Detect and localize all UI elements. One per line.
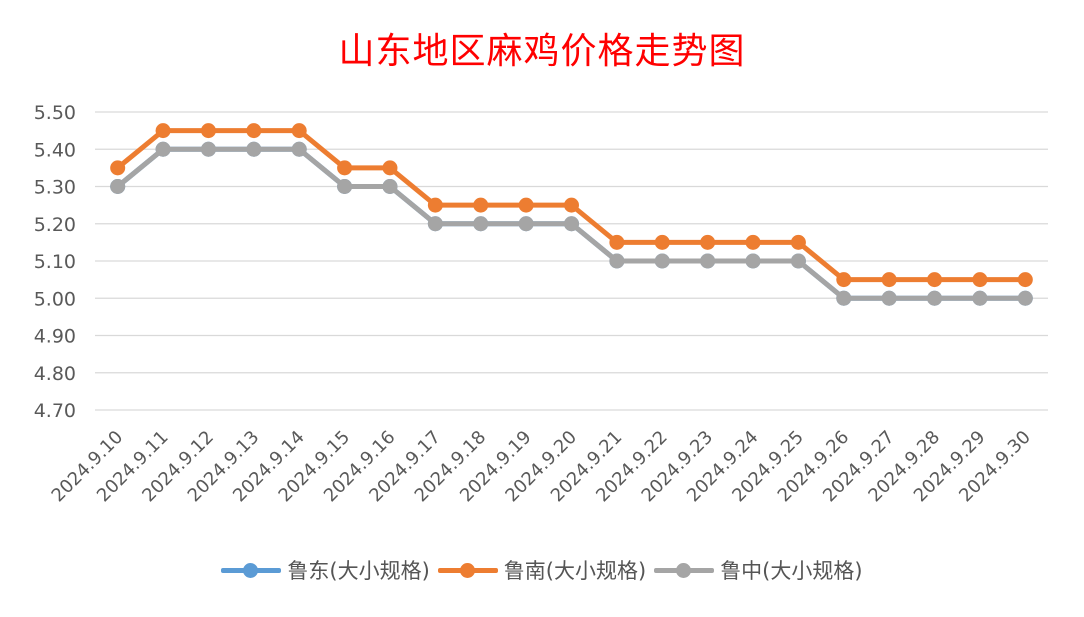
series-2 (110, 141, 1033, 306)
data-point (700, 234, 716, 250)
data-point (427, 216, 443, 232)
data-point (291, 141, 307, 157)
data-point (972, 272, 988, 288)
data-point (200, 141, 216, 157)
data-point (790, 234, 806, 250)
data-point (473, 216, 489, 232)
legend-item-lunan: 鲁南(大小规格) (437, 555, 647, 585)
legend-swatch-lunan (437, 560, 498, 580)
data-point (609, 234, 625, 250)
data-point (654, 253, 670, 269)
data-point (337, 160, 353, 176)
data-point (836, 272, 852, 288)
data-point (1017, 272, 1033, 288)
data-point (564, 216, 579, 232)
data-point (745, 234, 761, 250)
y-tick-label: 5.50 (34, 102, 76, 124)
legend-label-luzhong: 鲁中(大小规格) (720, 559, 863, 583)
data-point (473, 197, 489, 213)
data-point (246, 123, 262, 139)
data-point (881, 290, 897, 306)
series-1 (110, 123, 1033, 288)
legend-label-lunan: 鲁南(大小规格) (503, 559, 647, 583)
y-tick-label: 5.10 (34, 251, 76, 273)
data-point (745, 253, 761, 269)
y-tick-label: 4.80 (34, 363, 76, 385)
data-point (291, 123, 307, 139)
y-tick-label: 4.90 (34, 326, 76, 348)
legend-label-ludong: 鲁东(大小规格) (287, 559, 430, 583)
data-point (700, 253, 716, 269)
y-tick-label: 5.40 (34, 139, 76, 161)
chart-title: 山东地区麻鸡价格走势图 (338, 31, 746, 72)
legend-swatch-luzhong (654, 560, 715, 580)
legend-swatch-ludong (221, 560, 282, 580)
legend: 鲁东(大小规格) 鲁南(大小规格) 鲁中(大小规格) (0, 555, 1084, 585)
data-point (382, 160, 398, 176)
data-point (836, 290, 852, 306)
data-point (927, 272, 943, 288)
data-point (927, 290, 943, 306)
data-point (790, 253, 806, 269)
y-tick-label: 4.70 (34, 400, 76, 422)
y-tick-label: 5.00 (34, 288, 76, 310)
data-point (427, 197, 443, 213)
data-point (110, 160, 126, 176)
data-point (1017, 290, 1033, 306)
legend-item-luzhong: 鲁中(大小规格) (654, 555, 863, 585)
gridlines (95, 111, 1048, 411)
data-point (972, 290, 988, 306)
x-axis-ticks: 2024.9.102024.9.112024.9.122024.9.132024… (48, 427, 1035, 507)
data-point (881, 272, 897, 288)
data-point (518, 197, 534, 213)
data-point (246, 141, 262, 157)
y-axis-ticks: 4.70 4.80 4.90 5.00 5.10 5.20 5.30 5.40 5.50 (34, 102, 76, 422)
data-point (110, 179, 126, 194)
data-point (654, 234, 670, 250)
series-layer (110, 123, 1033, 306)
y-tick-label: 5.30 (34, 177, 76, 199)
data-point (609, 253, 625, 269)
data-point (337, 179, 353, 194)
data-point (564, 197, 579, 213)
data-point (382, 179, 398, 194)
data-point (200, 123, 216, 139)
data-point (518, 216, 534, 232)
data-point (155, 141, 171, 157)
y-tick-label: 5.20 (34, 214, 76, 236)
legend-item-ludong: 鲁东(大小规格) (221, 555, 430, 585)
data-point (155, 123, 171, 139)
